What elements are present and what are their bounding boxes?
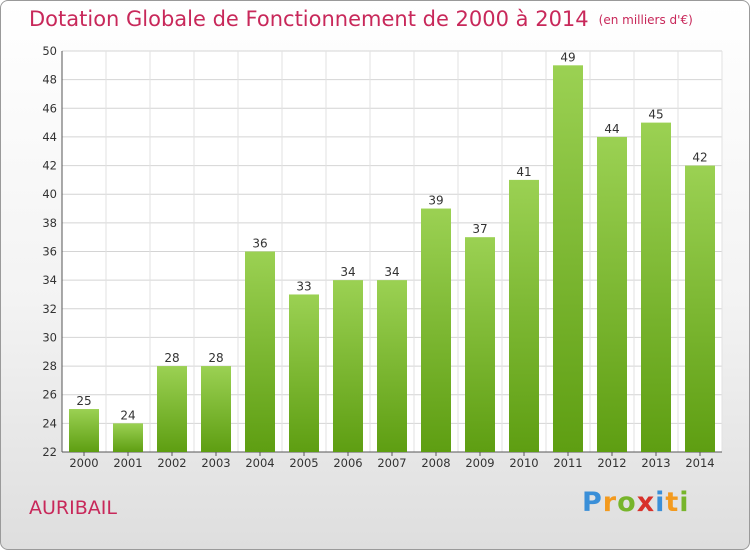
x-tick-label: 2005 — [289, 456, 318, 470]
bar-value-label: 36 — [252, 237, 267, 251]
bar — [157, 366, 187, 452]
logo-letter: o — [617, 487, 637, 518]
y-tick-label: 42 — [42, 159, 57, 173]
bar-value-label: 49 — [560, 50, 575, 64]
bar-value-label: 24 — [120, 408, 135, 422]
place-name: AURIBAIL — [29, 497, 117, 519]
bar-value-label: 34 — [340, 265, 355, 279]
logo-letter: t — [665, 487, 680, 518]
y-tick-label: 36 — [42, 245, 57, 259]
logo-letter: i — [655, 487, 666, 518]
bar-value-label: 33 — [296, 279, 311, 293]
bar — [69, 409, 99, 452]
y-tick-label: 44 — [42, 130, 57, 144]
y-tick-label: 28 — [42, 359, 57, 373]
y-tick-label: 32 — [42, 302, 57, 316]
x-tick-label: 2006 — [333, 456, 362, 470]
bar — [245, 251, 275, 452]
bar — [509, 179, 539, 452]
logo-letter: P — [582, 487, 603, 518]
proxiti-logo: Proxiti — [582, 487, 690, 518]
bar-value-label: 42 — [692, 151, 707, 165]
x-tick-label: 2001 — [113, 456, 142, 470]
x-tick-label: 2014 — [685, 456, 714, 470]
bar — [289, 294, 319, 452]
bar — [685, 165, 715, 453]
bar-value-label: 25 — [76, 394, 91, 408]
x-tick-label: 2013 — [641, 456, 670, 470]
bar — [597, 136, 627, 452]
bar-value-label: 39 — [428, 194, 443, 208]
logo-letter: x — [636, 487, 656, 518]
bar-value-label: 34 — [384, 265, 399, 279]
chart-unit: (en milliers d'€) — [598, 13, 693, 27]
bar — [421, 208, 451, 452]
x-tick-label: 2008 — [421, 456, 450, 470]
bar — [641, 122, 671, 452]
y-tick-label: 22 — [42, 445, 57, 459]
bar-value-label: 28 — [164, 351, 179, 365]
logo-letter: i — [679, 487, 690, 518]
bar — [333, 280, 363, 452]
bar-value-label: 41 — [516, 165, 531, 179]
bar — [201, 366, 231, 452]
x-tick-label: 2002 — [157, 456, 186, 470]
y-tick-label: 24 — [42, 416, 57, 430]
y-tick-label: 50 — [42, 44, 57, 58]
x-tick-label: 2003 — [201, 456, 230, 470]
y-tick-label: 38 — [42, 216, 57, 230]
bar — [377, 280, 407, 452]
bar-value-label: 37 — [472, 222, 487, 236]
y-tick-label: 48 — [42, 73, 57, 87]
x-tick-label: 2010 — [509, 456, 538, 470]
x-tick-label: 2009 — [465, 456, 494, 470]
x-tick-label: 2000 — [69, 456, 98, 470]
logo-letter: r — [602, 487, 618, 518]
y-tick-label: 30 — [42, 330, 57, 344]
chart-title-text: Dotation Globale de Fonctionnement de 20… — [29, 7, 589, 31]
x-tick-label: 2011 — [553, 456, 582, 470]
bar-value-label: 44 — [604, 122, 619, 136]
bar — [465, 237, 495, 452]
chart-title: Dotation Globale de Fonctionnement de 20… — [29, 7, 693, 31]
y-tick-label: 34 — [42, 273, 57, 287]
y-tick-label: 26 — [42, 388, 57, 402]
bar — [113, 423, 143, 452]
bar-value-label: 45 — [648, 108, 663, 122]
bar-value-label: 28 — [208, 351, 223, 365]
y-tick-label: 46 — [42, 101, 57, 115]
x-tick-label: 2007 — [377, 456, 406, 470]
x-tick-label: 2004 — [245, 456, 274, 470]
bar — [553, 65, 583, 453]
y-tick-label: 40 — [42, 187, 57, 201]
x-tick-label: 2012 — [597, 456, 626, 470]
